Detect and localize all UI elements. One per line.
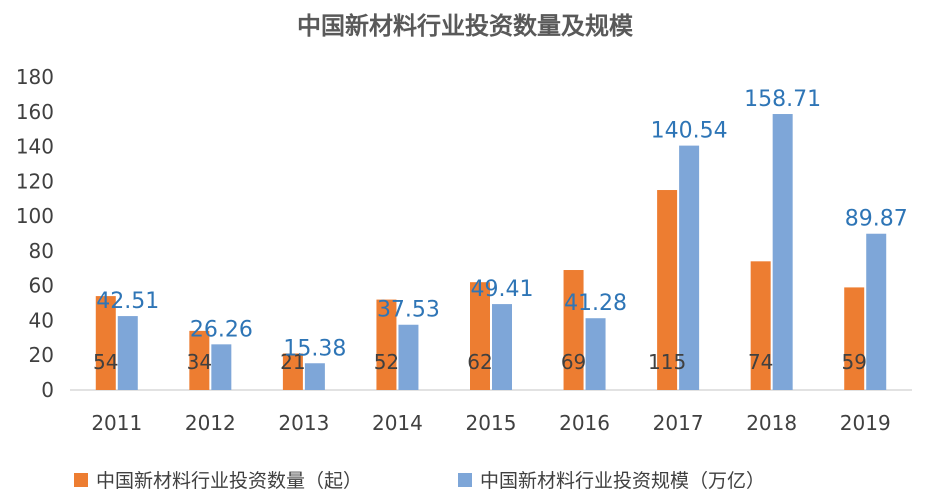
legend-label-series-0: 中国新材料行业投资数量（起） [96, 470, 362, 492]
y-axis: 0 20 40 60 80 100 120 140 160 180 [16, 65, 54, 402]
y-tick-label: 0 [41, 378, 54, 402]
data-label-series-1: 42.51 [96, 289, 159, 314]
legend-swatch-series-1 [458, 473, 472, 487]
y-tick-label: 160 [16, 100, 54, 124]
y-tick-label: 40 [29, 308, 54, 332]
data-label-series-1: 26.26 [190, 317, 253, 342]
data-label-series-1: 49.41 [471, 277, 534, 302]
bar-series-0 [470, 282, 490, 390]
data-label-series-0: 21 [280, 350, 305, 374]
x-tick-label: 2014 [372, 411, 423, 435]
y-tick-label: 20 [29, 343, 54, 367]
bar-series-0 [657, 190, 678, 390]
data-label-series-0: 34 [187, 350, 212, 374]
legend-swatch-series-0 [74, 473, 88, 487]
data-label-series-0: 74 [748, 350, 773, 374]
bar-series-1 [772, 114, 793, 391]
data-label-series-0: 59 [841, 350, 866, 374]
y-tick-label: 60 [29, 274, 54, 298]
bar-series-1 [585, 318, 606, 390]
data-label-series-1: 158.71 [744, 87, 821, 112]
data-label-series-1: 89.87 [845, 207, 908, 232]
legend-label-series-1: 中国新材料行业投资规模（万亿） [480, 470, 765, 492]
bar-series-1 [492, 304, 512, 390]
x-tick-label: 2012 [185, 411, 236, 435]
data-label-series-1: 41.28 [564, 291, 627, 316]
bar-series-0 [95, 296, 116, 390]
bar-series-1 [398, 324, 419, 390]
chart-title: 中国新材料行业投资数量及规模 [297, 12, 634, 40]
data-label-series-0: 62 [467, 350, 492, 374]
bar-series-1 [117, 316, 138, 390]
x-axis: 2011 2012 2013 2014 2015 2016 2017 2018 2019 [91, 411, 890, 435]
y-tick-label: 100 [16, 204, 54, 228]
x-tick-label: 2011 [91, 411, 142, 435]
data-label-series-0: 52 [374, 350, 399, 374]
bar-series-1 [866, 233, 887, 390]
bar-series-1 [211, 344, 232, 390]
x-tick-label: 2013 [278, 411, 329, 435]
legend: 中国新材料行业投资数量（起） 中国新材料行业投资规模（万亿） [74, 470, 765, 492]
data-label-series-1: 15.38 [283, 336, 346, 361]
x-tick-label: 2019 [840, 411, 891, 435]
bar-series-1 [304, 363, 325, 390]
data-label-series-1: 140.54 [651, 119, 728, 144]
bar-series-0 [750, 261, 771, 390]
y-tick-label: 140 [16, 135, 54, 159]
bar-series-1 [679, 145, 700, 390]
data-label-series-1: 37.53 [377, 298, 440, 323]
data-label-series-0: 69 [561, 350, 586, 374]
x-tick-label: 2016 [559, 411, 610, 435]
data-label-series-0: 54 [93, 350, 118, 374]
bar-series-0 [563, 270, 584, 390]
bar-series-0 [189, 330, 210, 390]
data-label-series-0: 115 [648, 350, 686, 374]
x-tick-label: 2018 [746, 411, 797, 435]
bar-series-0 [844, 287, 865, 390]
x-tick-label: 2015 [466, 411, 517, 435]
y-tick-label: 80 [29, 239, 54, 263]
bar-series-0 [376, 299, 397, 390]
y-tick-label: 120 [16, 169, 54, 193]
x-tick-label: 2017 [653, 411, 704, 435]
bar-series-0 [282, 353, 303, 390]
y-tick-label: 180 [16, 65, 54, 89]
